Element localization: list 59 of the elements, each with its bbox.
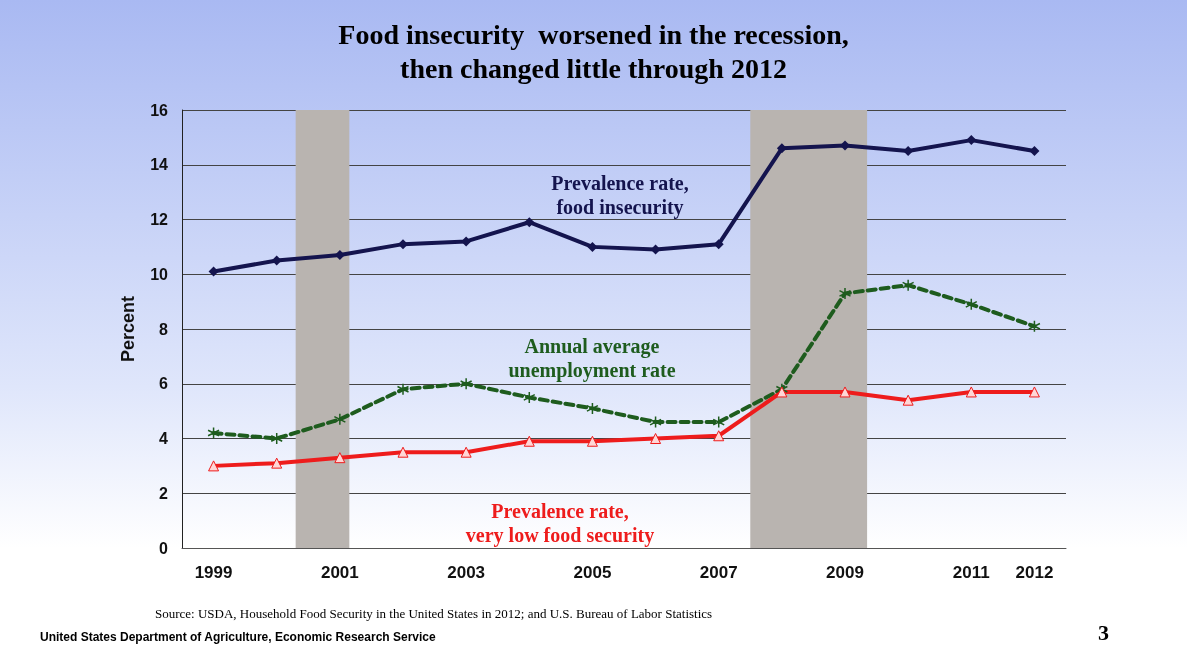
point [208,460,220,472]
point [712,415,725,429]
x-tick-label: 1999 [194,563,233,582]
y-tick-label: 4 [159,430,169,447]
point [398,239,408,250]
point [713,430,725,442]
point [460,446,472,458]
point [1028,386,1040,398]
x-tick-label: 2005 [573,563,612,582]
y-tick-label: 6 [159,375,169,393]
point [523,391,536,404]
point [650,433,662,444]
point [523,435,535,447]
y-tick-label: 0 [159,539,169,557]
point [271,457,283,469]
series-label: Prevalence rate, food insecurity [551,172,689,219]
x-tick-label: 2011 [952,563,990,582]
point [208,266,219,277]
x-tick-label: 2003 [447,563,486,582]
point [901,278,915,292]
x-tick-label: 2001 [320,563,359,582]
point [965,298,978,311]
point [649,415,662,429]
y-tick-label: 14 [150,156,169,174]
point [270,432,283,445]
x-tick-label: 2009 [826,563,864,582]
x-tick-label: 2012 [1015,563,1054,582]
y-tick-label: 8 [159,320,169,338]
point [334,452,346,464]
point [397,446,409,458]
point [333,413,347,426]
point [207,426,220,440]
source-note: Source: USDA, Household Food Security in the United States in 2012; and U.S. Bureau of Labor Statistics [155,606,713,622]
point [587,241,598,252]
point [838,287,852,300]
point [586,435,598,447]
series-label: Annual average unemployment rate [508,335,676,382]
y-tick-label: 2 [159,484,169,502]
point [965,386,977,398]
point [966,135,977,146]
text: Prevalence rate, very low food security [465,500,655,547]
point [1028,320,1041,333]
point [840,140,850,151]
y-tick-label: 10 [150,265,169,283]
point [461,236,472,247]
point [1029,146,1040,157]
point [586,402,599,415]
point [524,217,535,228]
point [902,394,914,406]
y-tick-label: 16 [150,101,169,119]
x-tick-label: 2007 [699,563,738,582]
point [396,382,410,396]
text: 3 [1098,620,1109,645]
y-tick-label: 12 [150,211,169,228]
y-axis-title: Percent [118,295,138,363]
chart-title: Food insecurity worsened in the recession, then changed little through 2012 [338,18,849,84]
text: United States Department of Agriculture, Economic Research Service [40,630,436,644]
point [839,386,851,398]
point [459,377,473,390]
